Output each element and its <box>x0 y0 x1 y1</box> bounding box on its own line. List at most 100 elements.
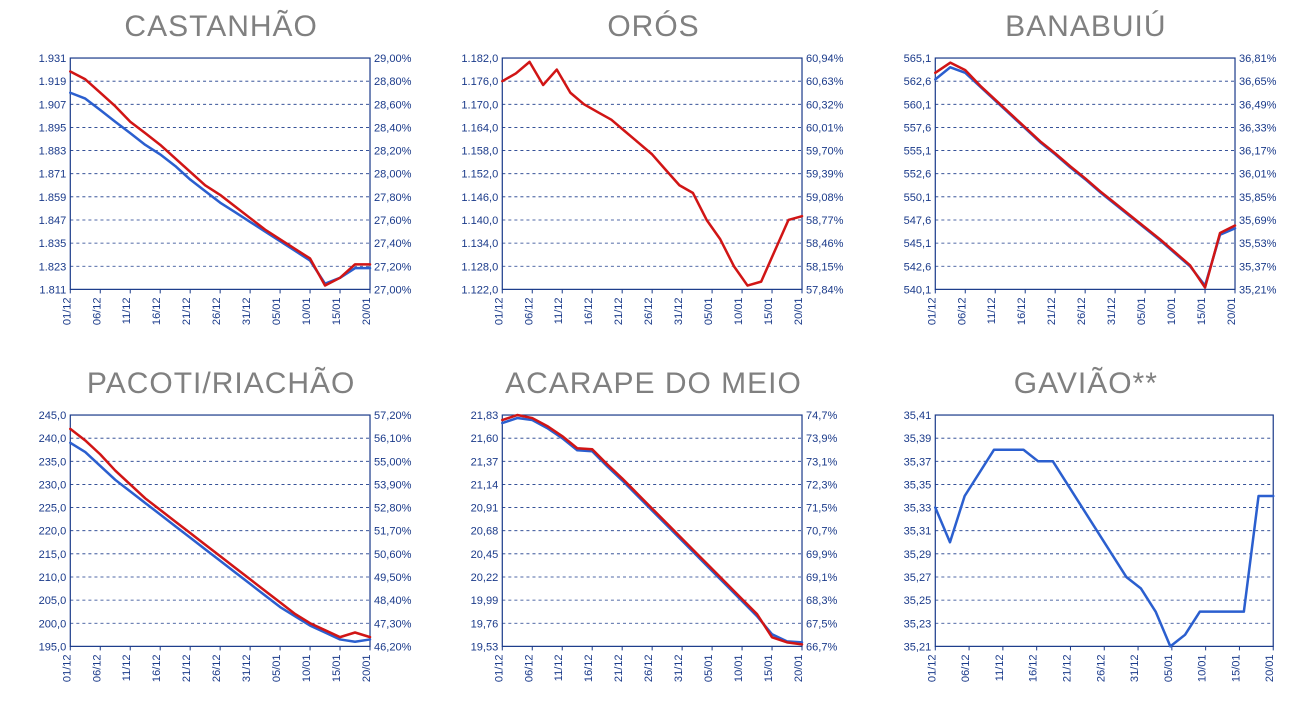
y-left-tick: 230,0 <box>39 479 67 491</box>
y-right-tick: 53,90% <box>374 479 412 491</box>
x-tick: 05/01 <box>1136 297 1148 325</box>
x-tick: 31/12 <box>241 297 253 325</box>
x-tick: 10/01 <box>301 654 313 682</box>
y-right-tick: 57,20% <box>374 410 412 422</box>
y-right-tick: 58,77% <box>806 215 844 227</box>
y-left-tick: 19,53 <box>471 641 499 653</box>
y-left-tick: 240,0 <box>39 433 67 445</box>
y-right-tick: 35,37% <box>1239 261 1277 273</box>
x-tick: 26/12 <box>643 654 655 682</box>
y-right-tick: 66,7% <box>806 641 837 653</box>
y-left-tick: 1.871 <box>39 169 67 181</box>
x-tick: 31/12 <box>1129 654 1141 682</box>
y-left-tick: 1.931 <box>39 53 67 65</box>
y-left-tick: 220,0 <box>39 525 67 537</box>
y-right-tick: 60,01% <box>806 122 844 134</box>
y-left-tick: 195,0 <box>39 641 67 653</box>
y-right-tick: 60,94% <box>806 53 844 65</box>
y-right-tick: 60,63% <box>806 76 844 88</box>
x-tick: 01/12 <box>61 297 73 325</box>
y-left-tick: 1.811 <box>39 284 66 296</box>
x-tick: 16/12 <box>1016 297 1028 325</box>
y-left-tick: 1.919 <box>39 76 67 88</box>
chart-title: CASTANHÃO <box>124 10 317 44</box>
y-right-tick: 73,9% <box>806 433 837 445</box>
y-left-tick: 205,0 <box>39 595 67 607</box>
y-left-tick: 1.128,0 <box>462 261 499 273</box>
chart-title: ACARAPE DO MEIO <box>505 367 802 401</box>
y-right-tick: 28,20% <box>374 146 412 158</box>
y-right-tick: 48,40% <box>374 595 412 607</box>
x-tick: 21/12 <box>614 654 626 682</box>
x-tick: 16/12 <box>151 297 163 325</box>
chart-plot-area: 565,1562,6560,1557,6555,1552,6550,1547,6… <box>885 52 1287 347</box>
y-left-tick: 20,45 <box>471 548 499 560</box>
x-tick: 20/01 <box>1264 654 1276 682</box>
y-left-tick: 555,1 <box>903 146 931 158</box>
y-left-tick: 21,83 <box>471 410 499 422</box>
y-right-tick: 68,3% <box>806 595 837 607</box>
chart-panel-oros: ORÓS1.182,01.176,01.170,01.164,01.158,01… <box>452 10 854 347</box>
y-right-tick: 35,53% <box>1239 238 1277 250</box>
y-left-tick: 35,23 <box>903 618 931 630</box>
y-right-tick: 59,39% <box>806 169 844 181</box>
x-tick: 11/12 <box>554 654 566 681</box>
y-right-tick: 50,60% <box>374 548 412 560</box>
y-left-tick: 21,14 <box>471 479 499 491</box>
y-left-tick: 1.883 <box>39 146 67 158</box>
y-right-tick: 49,50% <box>374 571 412 583</box>
x-tick: 10/01 <box>733 297 745 325</box>
y-right-tick: 67,5% <box>806 618 837 630</box>
y-right-tick: 36,17% <box>1239 146 1277 158</box>
y-right-tick: 27,00% <box>374 284 412 296</box>
y-right-tick: 36,01% <box>1239 169 1277 181</box>
y-left-tick: 210,0 <box>39 571 67 583</box>
y-right-tick: 27,40% <box>374 238 412 250</box>
x-tick: 06/12 <box>91 297 103 325</box>
y-left-tick: 1.847 <box>39 215 67 227</box>
y-left-tick: 1.895 <box>39 122 67 134</box>
x-tick: 26/12 <box>643 297 655 325</box>
y-right-tick: 36,81% <box>1239 53 1277 65</box>
chart-panel-castanhao: CASTANHÃO1.9311.9191.9071.8951.8831.8711… <box>20 10 422 347</box>
y-left-tick: 1.176,0 <box>462 76 499 88</box>
y-right-tick: 28,80% <box>374 76 412 88</box>
x-tick: 06/12 <box>960 654 972 682</box>
x-tick: 15/01 <box>1230 654 1242 682</box>
y-right-tick: 27,60% <box>374 215 412 227</box>
y-left-tick: 1.158,0 <box>462 146 499 158</box>
y-right-tick: 71,5% <box>806 502 837 514</box>
x-tick: 05/01 <box>1163 654 1175 682</box>
x-tick: 21/12 <box>181 297 193 325</box>
y-right-tick: 35,85% <box>1239 192 1277 204</box>
y-left-tick: 35,21 <box>903 641 931 653</box>
chart-title: PACOTI/RIACHÃO <box>87 367 355 401</box>
x-tick: 11/12 <box>121 297 133 324</box>
y-left-tick: 215,0 <box>39 548 67 560</box>
data-series <box>70 428 370 636</box>
y-left-tick: 35,27 <box>903 571 931 583</box>
x-tick: 20/01 <box>1226 297 1238 325</box>
y-left-tick: 542,6 <box>903 261 931 273</box>
y-left-tick: 1.182,0 <box>462 53 499 65</box>
x-tick: 15/01 <box>1196 297 1208 325</box>
y-left-tick: 562,6 <box>903 76 931 88</box>
x-tick: 01/12 <box>494 654 506 682</box>
y-left-tick: 1.164,0 <box>462 122 499 134</box>
y-left-tick: 35,41 <box>903 410 931 422</box>
chart-panel-banabuiu: BANABUIÚ565,1562,6560,1557,6555,1552,655… <box>885 10 1287 347</box>
x-tick: 01/12 <box>494 297 506 325</box>
x-tick: 01/12 <box>926 654 938 682</box>
y-left-tick: 565,1 <box>903 53 931 65</box>
chart-title: GAVIÃO** <box>1014 367 1158 401</box>
x-tick: 06/12 <box>956 297 968 325</box>
y-right-tick: 59,70% <box>806 146 844 158</box>
x-tick: 20/01 <box>361 654 373 682</box>
chart-panel-pacoti: PACOTI/RIACHÃO245,0240,0235,0230,0225,02… <box>20 367 422 704</box>
y-right-tick: 58,15% <box>806 261 844 273</box>
y-left-tick: 21,60 <box>471 433 499 445</box>
y-left-tick: 20,91 <box>471 502 499 514</box>
x-tick: 01/12 <box>926 297 938 325</box>
x-tick: 06/12 <box>524 654 536 682</box>
y-left-tick: 1.146,0 <box>462 192 499 204</box>
